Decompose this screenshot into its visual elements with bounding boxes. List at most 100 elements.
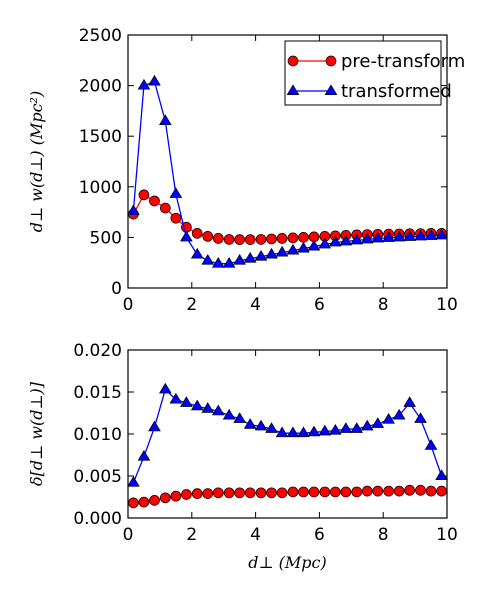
legend-marker-transformed [324,84,338,95]
data-point-pre-transform [415,484,426,496]
x-tick-label: 10 [436,525,458,545]
y-tick-label: 2000 [79,77,122,97]
data-point-transformed [180,396,193,407]
y-tick-label: 500 [90,228,122,248]
data-point-pre-transform [287,486,299,498]
data-point-pre-transform [234,487,245,499]
data-point-transformed [414,412,427,423]
data-point-transformed [371,231,385,243]
data-point-transformed [137,449,151,461]
data-point-transformed [360,419,374,431]
data-point-transformed [159,382,172,394]
data-point-transformed [222,257,236,268]
data-point-transformed [222,408,236,420]
data-point-pre-transform [202,231,214,242]
data-point-pre-transform [298,486,309,498]
y-tick-label: 0.005 [73,467,122,487]
x-tick-label: 4 [250,525,261,545]
data-point-transformed [329,423,342,435]
data-point-pre-transform [361,485,373,497]
x-tick-label: 10 [436,295,458,315]
data-point-pre-transform [255,234,267,245]
data-point-transformed [392,408,406,420]
data-point-pre-transform [191,228,203,239]
x-axis-label: d⊥ (Mpc) [248,553,326,572]
data-point-pre-transform [351,486,363,498]
data-point-pre-transform [234,234,245,245]
data-point-pre-transform [383,485,394,497]
y-tick-label: 0.000 [73,509,122,529]
data-point-transformed [297,241,310,253]
data-point-transformed [297,426,310,438]
data-point-pre-transform [372,485,384,497]
y-tick-label: 0 [111,279,122,299]
chart-panel-bottom: 0 2 4 6 8 10 0.000 0.005 0.010 0.015 0.020 δ[d⊥ w(d… [27,341,458,572]
legend-marker-pre-transform [325,55,337,67]
y-axis-label: d⊥ w(d⊥) (Mpc²) [27,91,46,232]
data-point-pre-transform [223,234,235,245]
data-point-pre-transform [138,189,150,201]
data-point-transformed [137,78,151,90]
data-point-pre-transform [404,484,416,496]
x-tick-label: 4 [250,295,261,315]
x-tick-label: 0 [123,295,134,315]
data-point-pre-transform [276,233,288,244]
x-tick-label: 0 [123,525,134,545]
data-point-pre-transform [212,487,224,499]
data-point-transformed [392,230,406,242]
data-point-transformed [190,399,204,411]
data-point-transformed [350,422,364,433]
data-point-transformed [318,237,332,249]
data-point-pre-transform [255,487,267,499]
data-point-pre-transform [212,233,224,244]
legend-label-transformed: transformed [341,81,452,102]
data-point-transformed [403,396,416,407]
data-point-transformed [275,426,289,438]
legend: pre-transform transformed [284,40,465,106]
data-point-pre-transform [425,485,437,497]
y-tick-label: 1500 [79,127,122,147]
data-point-transformed [159,114,172,125]
legend-label-pre-transform: pre-transform [341,51,465,72]
data-point-transformed [307,239,321,251]
data-point-pre-transform [170,212,182,224]
data-point-pre-transform [340,486,352,498]
data-point-transformed [211,257,225,268]
x-tick-label: 6 [314,525,325,545]
data-point-transformed [318,424,332,436]
x-tick-label: 2 [186,525,197,545]
data-point-pre-transform [138,496,150,508]
data-point-transformed [169,392,183,404]
data-point-transformed [339,422,353,433]
data-point-transformed [286,426,300,438]
data-point-pre-transform [266,233,277,245]
data-point-transformed [424,439,438,450]
x-tick-label: 2 [186,295,197,315]
data-point-pre-transform [191,488,203,499]
data-point-transformed [148,74,161,86]
data-point-pre-transform [393,485,405,497]
data-point-transformed [254,419,268,431]
data-point-transformed [360,232,374,244]
legend-marker-transformed [286,84,300,95]
data-point-pre-transform [266,487,277,499]
data-point-transformed [414,229,427,241]
data-point-pre-transform [319,486,331,498]
data-point-transformed [148,420,161,432]
data-point-transformed [190,247,204,259]
data-point-transformed [275,245,289,257]
data-point-transformed [169,187,183,198]
data-point-transformed [233,253,246,265]
x-tick-label: 8 [378,525,389,545]
data-point-transformed [339,234,353,246]
data-point-transformed [201,253,215,265]
y-tick-label: 1000 [79,178,122,198]
data-point-pre-transform [298,232,309,243]
data-point-transformed [382,231,395,242]
y-tick-label: 0.020 [73,341,122,361]
data-point-transformed [254,249,268,261]
data-point-pre-transform [149,495,160,506]
data-point-transformed [350,233,364,245]
data-point-transformed [233,412,246,423]
